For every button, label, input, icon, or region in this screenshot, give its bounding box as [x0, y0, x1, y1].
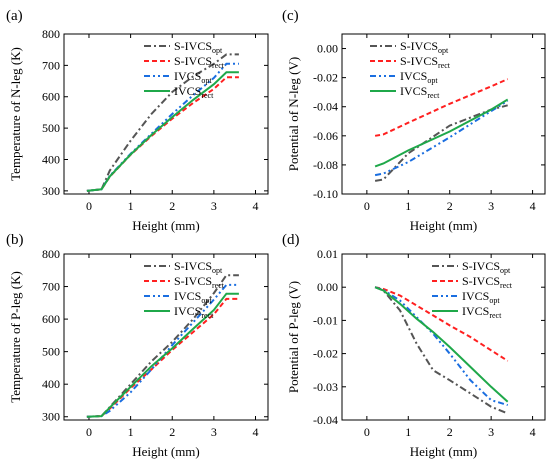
legend-entry: S-IVCSopt [400, 39, 449, 55]
panel-label: (a) [6, 8, 23, 24]
x-tick-label: 2 [169, 199, 175, 213]
chart-panel-b: (b) 0 1 2 3 4 300 400 500 600 700 800 Height (mm) Tem… [6, 232, 269, 459]
x-tick-label: 1 [128, 199, 134, 213]
series-line-ivcs-opt [86, 283, 239, 418]
y-tick-label: 0.00 [317, 280, 338, 294]
x-tick-label: 2 [169, 425, 175, 439]
plot-frame [341, 253, 546, 421]
y-tick-label: 300 [42, 410, 60, 424]
y-tick-label: 0.00 [317, 42, 338, 56]
y-tick-label: 600 [42, 312, 60, 326]
x-tick-label: 4 [530, 425, 536, 439]
y-tick-label: 400 [42, 377, 60, 391]
y-tick-label: -0.08 [313, 158, 338, 172]
legend-entry: S-IVCSopt [174, 259, 223, 275]
series-line-ivcs-rect [86, 71, 239, 192]
y-tick-label: -0.10 [313, 187, 338, 201]
x-tick-label: 3 [211, 199, 217, 213]
x-tick-label: 0 [364, 425, 370, 439]
plot-frame [341, 33, 546, 195]
legend-entry: S-IVCSopt [462, 259, 511, 275]
legend-entry: IVCSopt [174, 69, 212, 85]
legend-entry: IVCSopt [174, 289, 212, 305]
series-line-ivcs-rect [374, 286, 509, 403]
y-axis-label: Temperature of N-leg (K) [8, 47, 23, 181]
x-tick-label: 1 [128, 425, 134, 439]
y-axis-label: Potential of P-leg (V) [286, 281, 301, 393]
y-tick-label: -0.02 [313, 71, 338, 85]
series-line-ivcs-opt [374, 100, 509, 177]
series-line-s-ivcs-rect [86, 297, 239, 418]
legend-entry: IVCSrect [174, 84, 214, 100]
chart-panel-c: (c) 0 1 2 3 4 -0.10 -0.08 -0.06 -0.04 -0.02 0.00 Hei… [282, 8, 546, 233]
y-tick-label: -0.01 [313, 313, 338, 327]
legend-entry: IVCSopt [400, 69, 438, 85]
legend-entry: IVCSrect [174, 304, 214, 320]
x-axis-label: Height (mm) [410, 444, 478, 459]
x-tick-label: 4 [530, 199, 536, 213]
plot-frame [63, 33, 269, 195]
y-tick-label: 400 [42, 152, 60, 166]
y-tick-label: -0.04 [313, 100, 338, 114]
legend-entry: IVCSrect [400, 84, 440, 100]
series-line-s-ivcs-opt [374, 286, 509, 415]
series-line-s-ivcs-rect [374, 286, 509, 362]
x-tick-label: 4 [253, 425, 259, 439]
legend-entry: S-IVCSrect [174, 274, 225, 290]
y-tick-label: -0.04 [313, 413, 338, 427]
x-axis-label: Height (mm) [132, 218, 200, 233]
y-tick-label: 600 [42, 90, 60, 104]
y-tick-label: 0.01 [317, 247, 338, 261]
x-tick-label: 0 [86, 425, 92, 439]
y-tick-label: 500 [42, 121, 60, 135]
series-line-s-ivcs-opt [374, 104, 508, 182]
series-line-ivcs-opt [374, 286, 508, 407]
series-line-s-ivcs-rect [86, 76, 239, 192]
chart-panel-d: (d) 0 1 2 3 4 -0.04 -0.03 -0.02 -0.01 0.00 0.01 Heig… [282, 232, 546, 459]
x-tick-label: 4 [253, 199, 259, 213]
x-axis-label: Height (mm) [410, 218, 478, 233]
y-axis-label: Temperature of P-leg (K) [8, 271, 23, 403]
x-tick-label: 3 [488, 425, 494, 439]
series-line-s-ivcs-opt [86, 53, 239, 192]
x-tick-label: 1 [405, 425, 411, 439]
y-tick-label: 800 [42, 27, 60, 41]
x-tick-label: 1 [405, 199, 411, 213]
x-tick-label: 0 [364, 199, 370, 213]
y-tick-label: -0.02 [313, 347, 338, 361]
series-line-s-ivcs-rect [374, 78, 509, 137]
legend-entry: S-IVCSrect [462, 274, 513, 290]
series-line-ivcs-rect [374, 98, 509, 168]
legend-entry: IVCSopt [462, 289, 500, 305]
y-tick-label: 700 [42, 280, 60, 294]
x-tick-label: 0 [86, 199, 92, 213]
legend-entry: S-IVCSrect [400, 54, 451, 70]
y-tick-label: 800 [42, 247, 60, 261]
chart-panel-a: (a) 0 1 2 3 4 300 400 500 600 700 800 Height (mm) Tem… [6, 8, 269, 233]
plot-frame [63, 253, 269, 421]
y-tick-label: 500 [42, 345, 60, 359]
x-tick-label: 3 [488, 199, 494, 213]
y-axis-label: Potential of N-leg (V) [286, 57, 301, 171]
panel-label: (d) [282, 232, 300, 248]
x-tick-label: 2 [447, 425, 453, 439]
y-tick-label: -0.06 [313, 129, 338, 143]
panel-label: (b) [6, 232, 24, 248]
series-line-ivcs-rect [86, 292, 239, 418]
x-tick-label: 2 [447, 199, 453, 213]
legend-entry: IVCSrect [462, 304, 502, 320]
y-tick-label: -0.03 [313, 380, 338, 394]
legend-entry: S-IVCSrect [174, 54, 225, 70]
y-tick-label: 300 [42, 184, 60, 198]
x-axis-label: Height (mm) [132, 444, 200, 459]
legend-entry: S-IVCSopt [174, 39, 223, 55]
y-tick-label: 700 [42, 58, 60, 72]
panel-label: (c) [282, 8, 299, 24]
x-tick-label: 3 [211, 425, 217, 439]
